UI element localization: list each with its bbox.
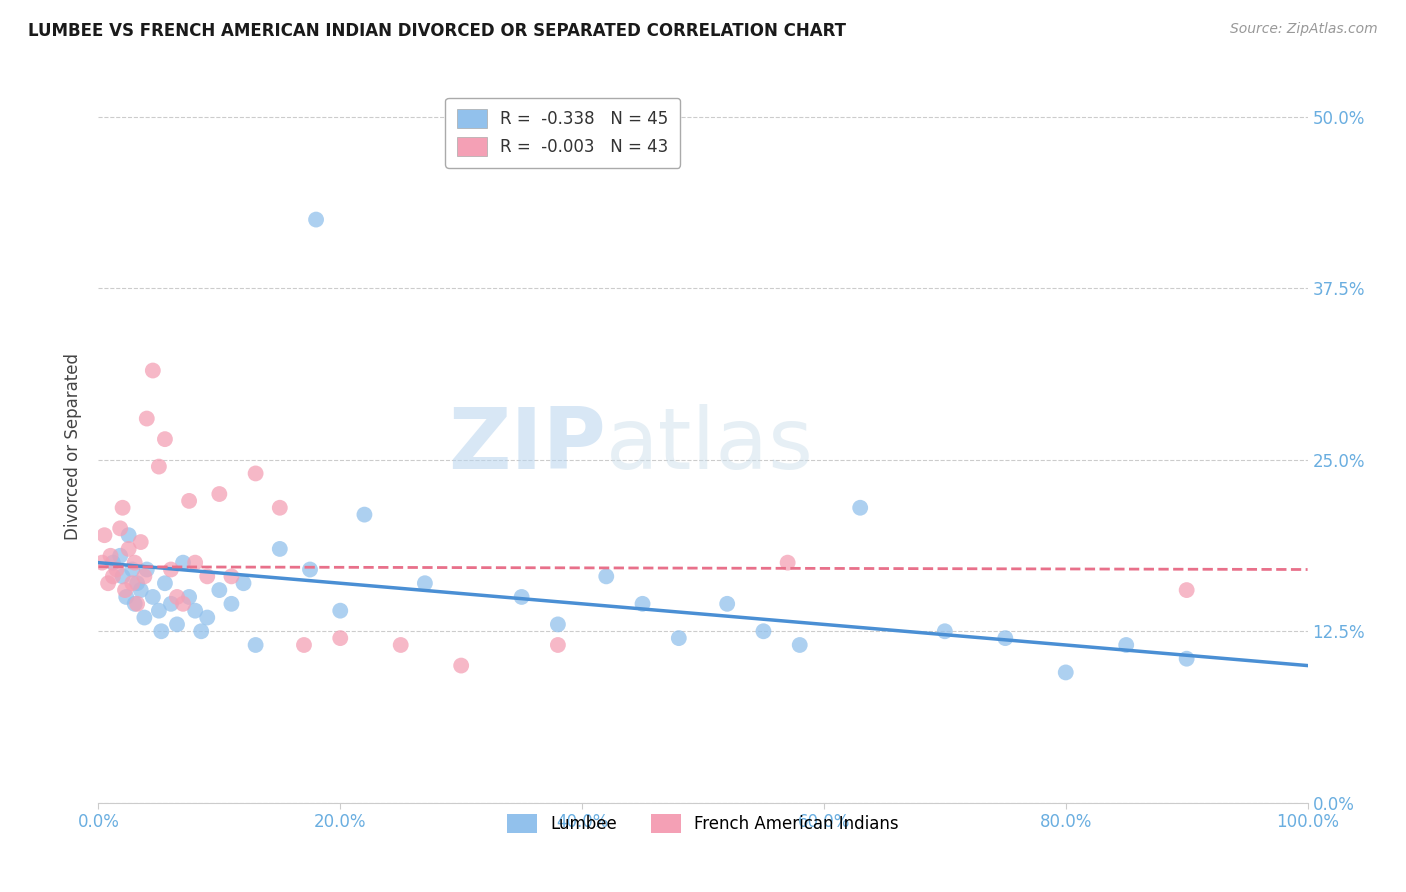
Point	[292, 638, 315, 652]
Point	[172, 556, 194, 570]
Point	[776, 556, 799, 570]
Point	[389, 638, 412, 652]
Point	[172, 597, 194, 611]
Point	[179, 590, 201, 604]
Point	[153, 432, 176, 446]
Point	[631, 597, 654, 611]
Point	[105, 562, 128, 576]
Point	[547, 617, 569, 632]
Point	[108, 521, 131, 535]
Point	[142, 590, 165, 604]
Point	[100, 549, 122, 563]
Point	[299, 562, 322, 576]
Point	[108, 549, 131, 563]
Point	[245, 467, 267, 481]
Point	[166, 590, 188, 604]
Point	[232, 576, 254, 591]
Point	[716, 597, 738, 611]
Point	[153, 576, 176, 591]
Point	[849, 500, 872, 515]
Point	[111, 500, 134, 515]
Point	[121, 562, 143, 576]
Text: atlas: atlas	[606, 404, 814, 488]
Point	[1054, 665, 1077, 680]
Point	[1175, 583, 1198, 598]
Point	[121, 576, 143, 591]
Point	[111, 569, 134, 583]
Point	[934, 624, 956, 639]
Point	[269, 500, 291, 515]
Text: ZIP: ZIP	[449, 404, 606, 488]
Point	[353, 508, 375, 522]
Point	[129, 535, 152, 549]
Text: Source: ZipAtlas.com: Source: ZipAtlas.com	[1230, 22, 1378, 37]
Point	[245, 638, 267, 652]
Text: LUMBEE VS FRENCH AMERICAN INDIAN DIVORCED OR SEPARATED CORRELATION CHART: LUMBEE VS FRENCH AMERICAN INDIAN DIVORCE…	[28, 22, 846, 40]
Point	[994, 631, 1017, 645]
Point	[129, 583, 152, 598]
Point	[208, 583, 231, 598]
Point	[101, 556, 124, 570]
Point	[208, 487, 231, 501]
Point	[752, 624, 775, 639]
Point	[124, 556, 146, 570]
Point	[142, 363, 165, 377]
Point	[114, 583, 136, 598]
Point	[160, 597, 183, 611]
Point	[115, 590, 138, 604]
Point	[184, 556, 207, 570]
Point	[1115, 638, 1137, 652]
Point	[221, 569, 243, 583]
Point	[184, 604, 207, 618]
Point	[190, 624, 212, 639]
Point	[93, 528, 115, 542]
Point	[1175, 651, 1198, 665]
Point	[179, 494, 201, 508]
Point	[195, 610, 218, 624]
Point	[134, 569, 156, 583]
Point	[134, 610, 156, 624]
Point	[547, 638, 569, 652]
Point	[150, 624, 173, 639]
Point	[668, 631, 690, 645]
Point	[595, 569, 617, 583]
Point	[450, 658, 472, 673]
Point	[97, 576, 120, 591]
Point	[269, 541, 291, 556]
Y-axis label: Divorced or Separated: Divorced or Separated	[65, 352, 83, 540]
Point	[127, 597, 149, 611]
Point	[127, 576, 149, 591]
Point	[118, 528, 141, 542]
Point	[166, 617, 188, 632]
Point	[135, 562, 157, 576]
Point	[91, 556, 114, 570]
Legend: Lumbee, French American Indians: Lumbee, French American Indians	[496, 802, 910, 845]
Point	[413, 576, 436, 591]
Point	[305, 212, 328, 227]
Point	[789, 638, 811, 652]
Point	[160, 562, 183, 576]
Point	[510, 590, 533, 604]
Point	[195, 569, 218, 583]
Point	[135, 411, 157, 425]
Point	[148, 459, 170, 474]
Point	[329, 631, 352, 645]
Point	[101, 569, 124, 583]
Point	[329, 604, 352, 618]
Point	[148, 604, 170, 618]
Point	[124, 597, 146, 611]
Point	[118, 541, 141, 556]
Point	[221, 597, 243, 611]
